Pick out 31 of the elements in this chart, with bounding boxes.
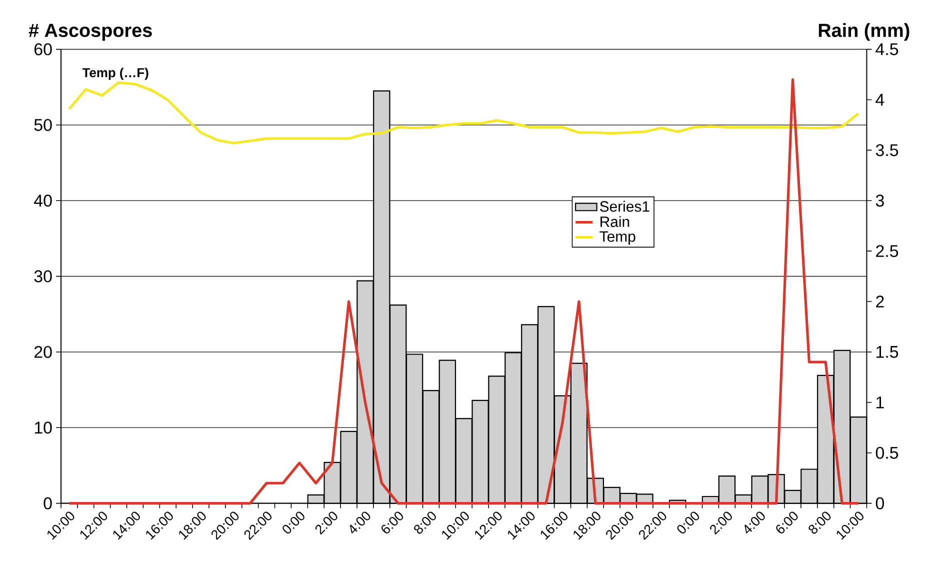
y2-tick-label: 2.5 [876,245,898,258]
y2-tick-label: 0.5 [876,446,898,459]
y2-tick-label: 4 [876,94,884,106]
y-axis-title: # Ascospores [28,24,152,41]
y2-tick-label: 4.5 [876,43,898,56]
y-tick-label: 0 [44,497,52,510]
x-tick-label: 8:00 [414,512,436,534]
x-tick-label: 6:00 [382,512,404,534]
y-tick-label: 30 [34,270,52,282]
y2-axis-title: Rain (mm) [818,23,910,41]
legend-label: Series1 [600,200,650,212]
x-tick-label: 6:00 [776,512,798,534]
x-tick-label: 4:00 [350,512,370,534]
x-tick-label: 0:00 [677,512,700,534]
y2-tick-label: 2 [876,296,884,308]
y-tick-label: 60 [34,43,52,56]
x-tick-label: 8:00 [808,512,831,534]
y2-tick-label: 3.5 [876,144,898,156]
y-tick-label: 20 [34,346,52,358]
y-tick-label: 40 [34,194,52,207]
x-tick-label: 4:00 [744,512,765,534]
y2-tick-label: 3 [876,194,884,207]
y2-tick-label: 0 [876,497,884,510]
y-tick-label: 10 [34,422,52,434]
y2-tick-label: 1 [876,396,884,408]
annotation: Temp (…F) [82,68,148,80]
y-tick-label: 50 [34,118,52,131]
x-tick-label: 0:00 [282,512,304,534]
legend-label: Temp [600,231,636,245]
y2-tick-label: 1.5 [876,346,898,358]
legend-label: Rain [600,216,630,228]
